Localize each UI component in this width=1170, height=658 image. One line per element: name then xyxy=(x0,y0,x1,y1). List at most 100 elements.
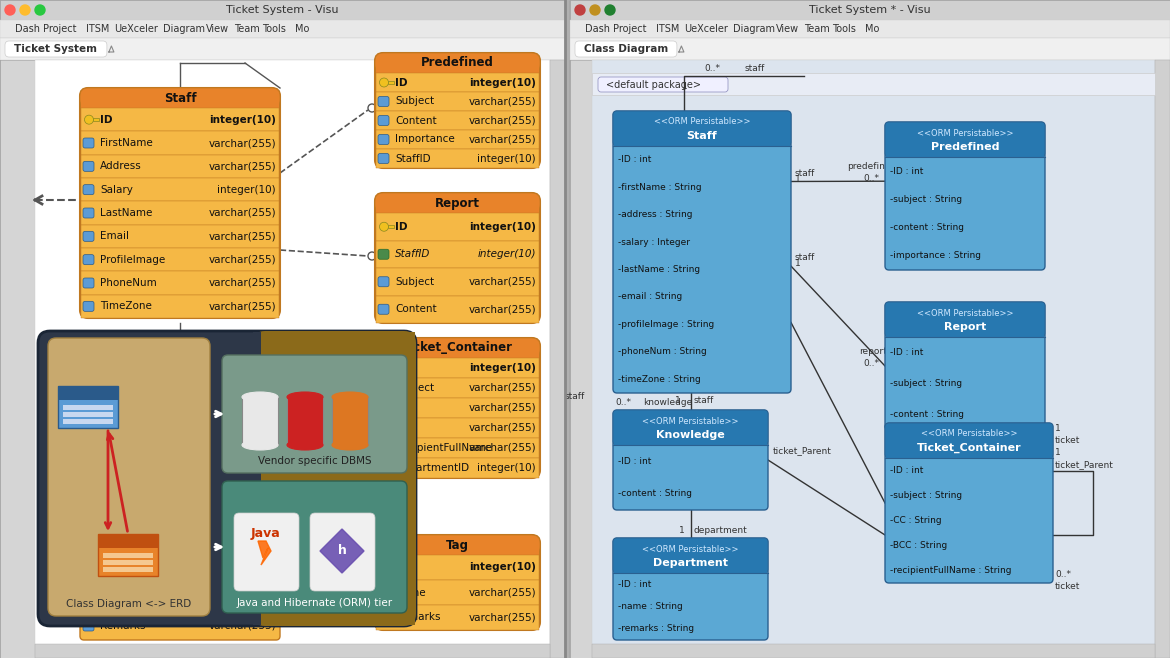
Text: integer(10): integer(10) xyxy=(218,185,276,195)
Text: -recipientFullName : String: -recipientFullName : String xyxy=(890,566,1012,575)
Text: Tools: Tools xyxy=(832,24,855,34)
Bar xyxy=(614,129,790,146)
Bar xyxy=(376,378,539,398)
Bar xyxy=(376,295,539,323)
Text: <<ORM Persistable>>: <<ORM Persistable>> xyxy=(921,430,1017,438)
FancyBboxPatch shape xyxy=(83,208,94,218)
Text: -ID : int: -ID : int xyxy=(618,580,652,589)
Bar xyxy=(242,397,278,445)
FancyBboxPatch shape xyxy=(885,423,1053,583)
Text: Team: Team xyxy=(804,24,830,34)
Bar xyxy=(376,241,539,268)
Circle shape xyxy=(574,5,585,15)
Text: <<ORM Persistable>>: <<ORM Persistable>> xyxy=(917,128,1013,138)
FancyBboxPatch shape xyxy=(5,41,106,57)
Text: ticket: ticket xyxy=(1055,582,1080,591)
Text: -phoneNum : String: -phoneNum : String xyxy=(618,347,707,357)
Text: UeXceler: UeXceler xyxy=(113,24,158,34)
Bar xyxy=(103,567,153,572)
Text: 0..*: 0..* xyxy=(863,359,879,368)
Text: -importance : String: -importance : String xyxy=(890,251,980,261)
Text: Report: Report xyxy=(435,197,480,209)
Text: Address: Address xyxy=(99,161,142,171)
Text: <<ORM Persistable>>: <<ORM Persistable>> xyxy=(654,118,750,126)
Text: varchar(255): varchar(255) xyxy=(208,208,276,218)
Ellipse shape xyxy=(332,392,369,402)
FancyBboxPatch shape xyxy=(378,588,388,597)
Text: PhoneNum: PhoneNum xyxy=(99,278,157,288)
Bar xyxy=(376,130,539,149)
Ellipse shape xyxy=(287,392,323,402)
FancyBboxPatch shape xyxy=(613,538,768,640)
FancyBboxPatch shape xyxy=(598,77,728,92)
FancyBboxPatch shape xyxy=(613,538,768,573)
Bar xyxy=(253,332,264,625)
Text: CC: CC xyxy=(395,403,410,413)
Bar xyxy=(388,81,394,84)
FancyBboxPatch shape xyxy=(83,185,94,195)
Text: integer(10): integer(10) xyxy=(477,249,536,259)
FancyBboxPatch shape xyxy=(222,481,407,613)
Text: -ID : int: -ID : int xyxy=(890,166,923,176)
Text: 0..*: 0..* xyxy=(863,174,879,183)
Bar xyxy=(886,140,1044,157)
Text: 0..*: 0..* xyxy=(1055,570,1071,579)
Bar xyxy=(388,225,394,228)
Bar xyxy=(81,178,278,201)
Bar xyxy=(98,534,158,576)
Polygon shape xyxy=(321,529,364,573)
Text: Tag: Tag xyxy=(446,538,469,551)
Circle shape xyxy=(590,5,600,15)
Text: Content: Content xyxy=(395,304,436,315)
Polygon shape xyxy=(259,541,271,565)
FancyBboxPatch shape xyxy=(222,355,407,473)
FancyBboxPatch shape xyxy=(376,535,541,555)
FancyBboxPatch shape xyxy=(885,122,1045,270)
FancyBboxPatch shape xyxy=(80,88,280,108)
Text: integer(10): integer(10) xyxy=(209,114,276,124)
Text: knowledge: knowledge xyxy=(644,398,693,407)
Circle shape xyxy=(379,363,388,372)
FancyBboxPatch shape xyxy=(378,277,388,287)
Bar xyxy=(63,405,113,410)
Text: -salary : Integer: -salary : Integer xyxy=(618,238,690,247)
FancyBboxPatch shape xyxy=(234,513,300,591)
Bar xyxy=(886,441,1052,458)
Text: -firstName : String: -firstName : String xyxy=(618,183,702,191)
Circle shape xyxy=(35,5,44,15)
Text: DepartmentID: DepartmentID xyxy=(395,463,469,473)
FancyBboxPatch shape xyxy=(378,116,388,126)
FancyBboxPatch shape xyxy=(378,423,388,433)
FancyBboxPatch shape xyxy=(376,53,541,73)
Text: ITSM: ITSM xyxy=(87,24,110,34)
Text: ticket: ticket xyxy=(1055,436,1080,445)
Text: 1: 1 xyxy=(1055,448,1061,457)
Text: 0..*: 0..* xyxy=(704,64,721,73)
Bar xyxy=(376,358,539,378)
Text: Java and Hibernate (ORM) tier: Java and Hibernate (ORM) tier xyxy=(236,598,393,608)
Bar xyxy=(376,92,539,111)
Bar xyxy=(35,60,550,658)
Bar xyxy=(58,386,118,428)
Text: Importance: Importance xyxy=(395,134,455,145)
Text: varchar(255): varchar(255) xyxy=(208,138,276,148)
Text: 1: 1 xyxy=(794,259,800,268)
FancyBboxPatch shape xyxy=(83,278,94,288)
Text: Mo: Mo xyxy=(295,24,309,34)
FancyBboxPatch shape xyxy=(253,331,417,626)
Text: varchar(255): varchar(255) xyxy=(468,403,536,413)
FancyBboxPatch shape xyxy=(376,338,541,358)
FancyBboxPatch shape xyxy=(378,304,388,315)
Bar xyxy=(570,0,1170,20)
FancyBboxPatch shape xyxy=(80,612,280,640)
Bar xyxy=(0,0,565,20)
Text: Ticket System: Ticket System xyxy=(14,44,97,54)
Text: Subject: Subject xyxy=(395,97,434,107)
Bar xyxy=(81,201,278,224)
Bar xyxy=(63,412,113,417)
Text: Department: Department xyxy=(653,558,728,568)
Bar xyxy=(261,332,267,625)
Text: integer(10): integer(10) xyxy=(469,363,536,373)
Bar xyxy=(376,73,539,92)
Text: ticket_Parent: ticket_Parent xyxy=(773,446,832,455)
